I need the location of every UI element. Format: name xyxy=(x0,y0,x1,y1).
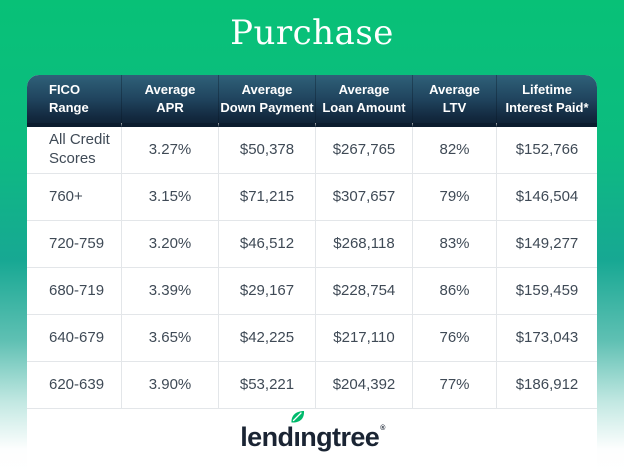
table-row-5: 620-639 3.90% $53,221 $204,392 77% $186,912 xyxy=(27,362,597,409)
cell-r2-c5: $149,277 xyxy=(497,221,597,268)
data-card: FICO Range Average APR Average Down Paymen… xyxy=(27,75,597,473)
logo-letter-i: ı xyxy=(291,411,305,453)
cell-r5-c3: $204,392 xyxy=(316,362,413,409)
cell-r0-c5: $152,766 xyxy=(497,127,597,174)
cell-r0-c0: All Credit Scores xyxy=(27,127,122,174)
cell-r4-c4: 76% xyxy=(413,315,497,362)
table-header: FICO Range Average APR Average Down Paymen… xyxy=(27,75,597,127)
cell-r5-c1: 3.90% xyxy=(122,362,219,409)
header-cell-3: Average Loan Amount xyxy=(316,75,413,127)
cell-r1-c4: 79% xyxy=(413,174,497,221)
cell-r4-c2: $42,225 xyxy=(219,315,316,362)
cell-r2-c2: $46,512 xyxy=(219,221,316,268)
cell-r2-c0: 720-759 xyxy=(27,221,122,268)
cell-r5-c4: 77% xyxy=(413,362,497,409)
lendingtree-logo-text: lendı ngtree® xyxy=(240,411,385,453)
cell-r2-c3: $268,118 xyxy=(316,221,413,268)
cell-r1-c1: 3.15% xyxy=(122,174,219,221)
purchase-data-table: FICO Range Average APR Average Down Paymen… xyxy=(27,75,597,409)
cell-r1-c3: $307,657 xyxy=(316,174,413,221)
table-row-2: 720-759 3.20% $46,512 $268,118 83% $149,277 xyxy=(27,221,597,268)
cell-r1-c0: 760+ xyxy=(27,174,122,221)
cell-r5-c0: 620-639 xyxy=(27,362,122,409)
table-row-1: 760+ 3.15% $71,215 $307,657 79% $146,504 xyxy=(27,174,597,221)
cell-r3-c0: 680-719 xyxy=(27,268,122,315)
cell-r5-c5: $186,912 xyxy=(497,362,597,409)
header-cell-4: Average LTV xyxy=(413,75,497,127)
cell-r4-c1: 3.65% xyxy=(122,315,219,362)
cell-r3-c4: 86% xyxy=(413,268,497,315)
cell-r1-c5: $146,504 xyxy=(497,174,597,221)
cell-r2-c1: 3.20% xyxy=(122,221,219,268)
cell-r4-c0: 640-679 xyxy=(27,315,122,362)
cell-r3-c1: 3.39% xyxy=(122,268,219,315)
table-row-4: 640-679 3.65% $42,225 $217,110 76% $173,043 xyxy=(27,315,597,362)
logo-text-post: ngtree xyxy=(300,422,380,452)
cell-r4-c5: $173,043 xyxy=(497,315,597,362)
cell-r1-c2: $71,215 xyxy=(219,174,316,221)
cell-r5-c2: $53,221 xyxy=(219,362,316,409)
table-row-3: 680-719 3.39% $29,167 $228,754 86% $159,459 xyxy=(27,268,597,315)
cell-r3-c2: $29,167 xyxy=(219,268,316,315)
leaf-icon xyxy=(291,411,305,423)
header-cell-2: Average Down Payment xyxy=(219,75,316,127)
cell-r0-c3: $267,765 xyxy=(316,127,413,174)
cell-r3-c3: $228,754 xyxy=(316,268,413,315)
header-cell-5: Lifetime Interest Paid* xyxy=(497,75,597,127)
cell-r2-c4: 83% xyxy=(413,221,497,268)
table-body: All Credit Scores 3.27% $50,378 $267,765 82%… xyxy=(27,127,597,409)
header-cell-1: Average APR xyxy=(122,75,219,127)
table-row-0: All Credit Scores 3.27% $50,378 $267,765 82%… xyxy=(27,127,597,174)
lendingtree-logo: lendı ngtree® xyxy=(27,411,597,453)
cell-r0-c4: 82% xyxy=(413,127,497,174)
header-cell-0: FICO Range xyxy=(27,75,122,127)
page-title: Purchase xyxy=(230,13,394,53)
cell-r3-c5: $159,459 xyxy=(497,268,597,315)
trademark-mark: ® xyxy=(380,425,385,432)
table-header-row: FICO Range Average APR Average Down Paymen… xyxy=(27,75,597,127)
cell-r0-c2: $50,378 xyxy=(219,127,316,174)
logo-text-pre: lend xyxy=(240,422,294,452)
cell-r4-c3: $217,110 xyxy=(316,315,413,362)
cell-r0-c1: 3.27% xyxy=(122,127,219,174)
